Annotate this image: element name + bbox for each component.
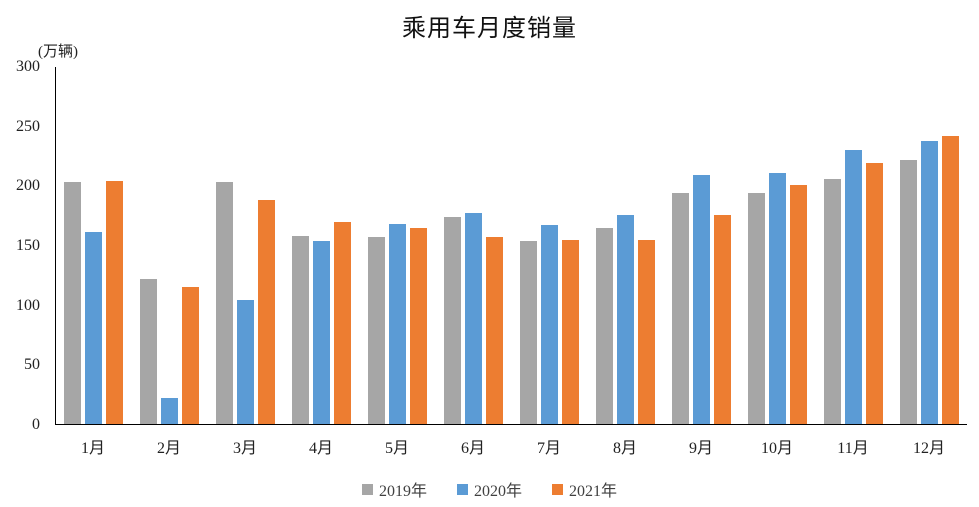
bar-group-11月 (815, 67, 891, 424)
bar-group-10月 (739, 67, 815, 424)
legend-swatch-icon (456, 483, 468, 495)
bar-2020年-4月 (313, 240, 331, 424)
legend-item-2019年: 2019年 (361, 477, 427, 501)
bar-2021年-12月 (941, 136, 959, 424)
legend-label: 2019年 (378, 483, 427, 500)
plot-area (55, 67, 967, 425)
y-tick-label: 150 (16, 237, 40, 254)
bar-2020年-3月 (237, 300, 255, 424)
y-tick-label: 200 (16, 177, 40, 195)
bar-2021年-1月 (106, 181, 124, 424)
bar-group-2月 (132, 67, 208, 424)
legend-item-2021年: 2021年 (552, 477, 617, 501)
legend-swatch-icon (361, 483, 373, 495)
bar-group-1月 (56, 67, 132, 424)
month-label-8月: 8月 (612, 440, 637, 457)
bar-2020年-7月 (540, 225, 558, 424)
legend-label: 2021年 (569, 483, 618, 500)
y-tick-label: 250 (16, 117, 40, 135)
bar-group-9月 (663, 67, 739, 424)
month-label-1月: 1月 (80, 440, 105, 457)
bar-2019年-9月 (671, 193, 689, 424)
bar-2019年-4月 (292, 235, 310, 424)
month-label-11月: 11月 (837, 440, 869, 457)
y-tick-label: 50 (24, 356, 40, 374)
bar-2019年-3月 (216, 182, 234, 424)
y-tick-label: 100 (16, 296, 40, 314)
y-axis-unit-label: (万辆) (38, 44, 78, 60)
bar-2021年-3月 (258, 200, 276, 424)
month-label-5月: 5月 (384, 440, 409, 457)
x-axis: 1月 2月 3月 4月 5月 6月 7月 8月 9月 10月 11月 12月 (55, 434, 967, 458)
y-tick-label: 0 (32, 416, 40, 433)
bar-2019年-7月 (519, 240, 537, 424)
chart-title: 乘用车月度销量 (402, 16, 577, 42)
bar-2021年-4月 (334, 221, 352, 424)
bar-group-4月 (284, 67, 360, 424)
month-label-2月: 2月 (156, 440, 181, 457)
bar-2021年-2月 (182, 287, 200, 424)
bar-2020年-10月 (768, 172, 786, 424)
bar-2019年-6月 (444, 216, 462, 424)
bar-2020年-1月 (85, 232, 103, 424)
bar-group-6月 (436, 67, 512, 424)
bar-2021年-9月 (713, 214, 731, 424)
bar-2021年-8月 (637, 239, 655, 424)
bar-2021年-11月 (865, 163, 883, 424)
bar-2019年-1月 (64, 182, 82, 424)
bar-2021年-10月 (789, 184, 807, 424)
bar-group-7月 (512, 67, 588, 424)
month-label-10月: 10月 (760, 440, 793, 457)
bar-group-12月 (891, 67, 967, 424)
bar-group-8月 (587, 67, 663, 424)
bar-2021年-5月 (410, 227, 428, 424)
legend: 2019年 2020年 2021年 (0, 477, 979, 501)
bar-2020年-2月 (161, 397, 179, 424)
bar-2020年-9月 (692, 175, 710, 424)
month-label-9月: 9月 (688, 440, 713, 457)
bar-2020年-8月 (616, 214, 634, 424)
legend-item-2020年: 2020年 (456, 477, 522, 501)
legend-swatch-icon (552, 483, 563, 495)
bar-2019年-10月 (747, 193, 765, 424)
bar-2020年-12月 (920, 140, 938, 424)
bar-group-5月 (360, 67, 436, 424)
bar-2019年-2月 (140, 278, 158, 424)
month-label-6月: 6月 (460, 440, 485, 457)
bar-group-3月 (208, 67, 284, 424)
y-tick-label: 300 (16, 58, 40, 75)
bar-2019年-5月 (368, 237, 386, 424)
bar-2019年-11月 (823, 178, 841, 424)
bar-2019年-12月 (899, 159, 917, 424)
bar-2020年-11月 (844, 150, 862, 424)
bar-2019年-8月 (595, 227, 613, 424)
month-label-7月: 7月 (536, 440, 561, 457)
legend-label: 2020年 (473, 483, 522, 500)
bar-2020年-6月 (465, 213, 483, 424)
bar-2021年-6月 (486, 237, 504, 424)
month-label-3月: 3月 (232, 440, 257, 457)
bar-2020年-5月 (389, 224, 407, 424)
month-label-4月: 4月 (308, 440, 333, 457)
bar-2021年-7月 (561, 239, 579, 424)
month-label-12月: 12月 (912, 440, 945, 457)
